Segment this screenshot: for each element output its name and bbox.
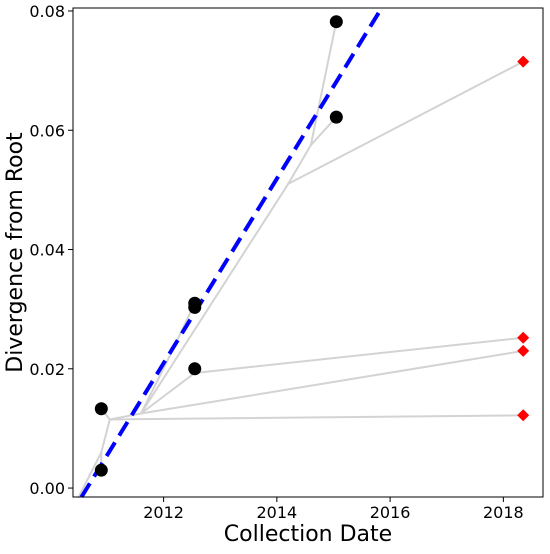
data-points: [94, 15, 530, 477]
sampled-tip-point: [329, 15, 343, 29]
y-tick-label: 0.00: [29, 479, 65, 498]
x-tick-label: 2014: [256, 503, 297, 522]
y-tick-label: 0.02: [29, 360, 65, 379]
y-tick-label: 0.08: [29, 2, 65, 21]
x-axis-title: Collection Date: [224, 522, 392, 547]
query-tip-point: [517, 55, 530, 68]
y-tick-label: 0.04: [29, 241, 65, 260]
x-tick-label: 2018: [483, 503, 524, 522]
y-axis-ticks: 0.00 0.02 0.04 0.06 0.08: [29, 2, 73, 498]
tree-edge: [309, 20, 338, 147]
tree-edge: [287, 144, 312, 185]
sampled-tip-point: [94, 402, 108, 416]
regression-line: [79, 6, 384, 499]
tree-edge: [108, 414, 525, 421]
tree-edge: [193, 336, 525, 374]
x-axis-ticks: 2012 2014 2016 2018: [143, 497, 524, 522]
tree-edge: [139, 349, 525, 415]
tree-edge: [108, 412, 142, 421]
tree-edge: [287, 60, 525, 185]
query-tip-point: [517, 344, 530, 357]
sampled-tip-point: [94, 463, 108, 477]
tree-edge: [139, 371, 196, 415]
y-tick-label: 0.06: [29, 121, 65, 140]
sampled-tip-point: [188, 362, 202, 376]
query-tip-point: [517, 409, 530, 422]
tree-edge: [100, 418, 111, 454]
tree-edge: [139, 182, 290, 415]
regression-line-group: [79, 6, 384, 499]
tree-edge: [77, 451, 103, 498]
x-tick-label: 2012: [143, 503, 184, 522]
y-axis-title: Divergence from Root: [3, 132, 28, 373]
sampled-tip-point: [188, 296, 202, 310]
query-tip-point: [517, 331, 530, 344]
x-tick-label: 2016: [370, 503, 411, 522]
tree-edges: [77, 20, 525, 498]
plot-frame: [72, 7, 544, 498]
sampled-tip-point: [329, 110, 343, 124]
